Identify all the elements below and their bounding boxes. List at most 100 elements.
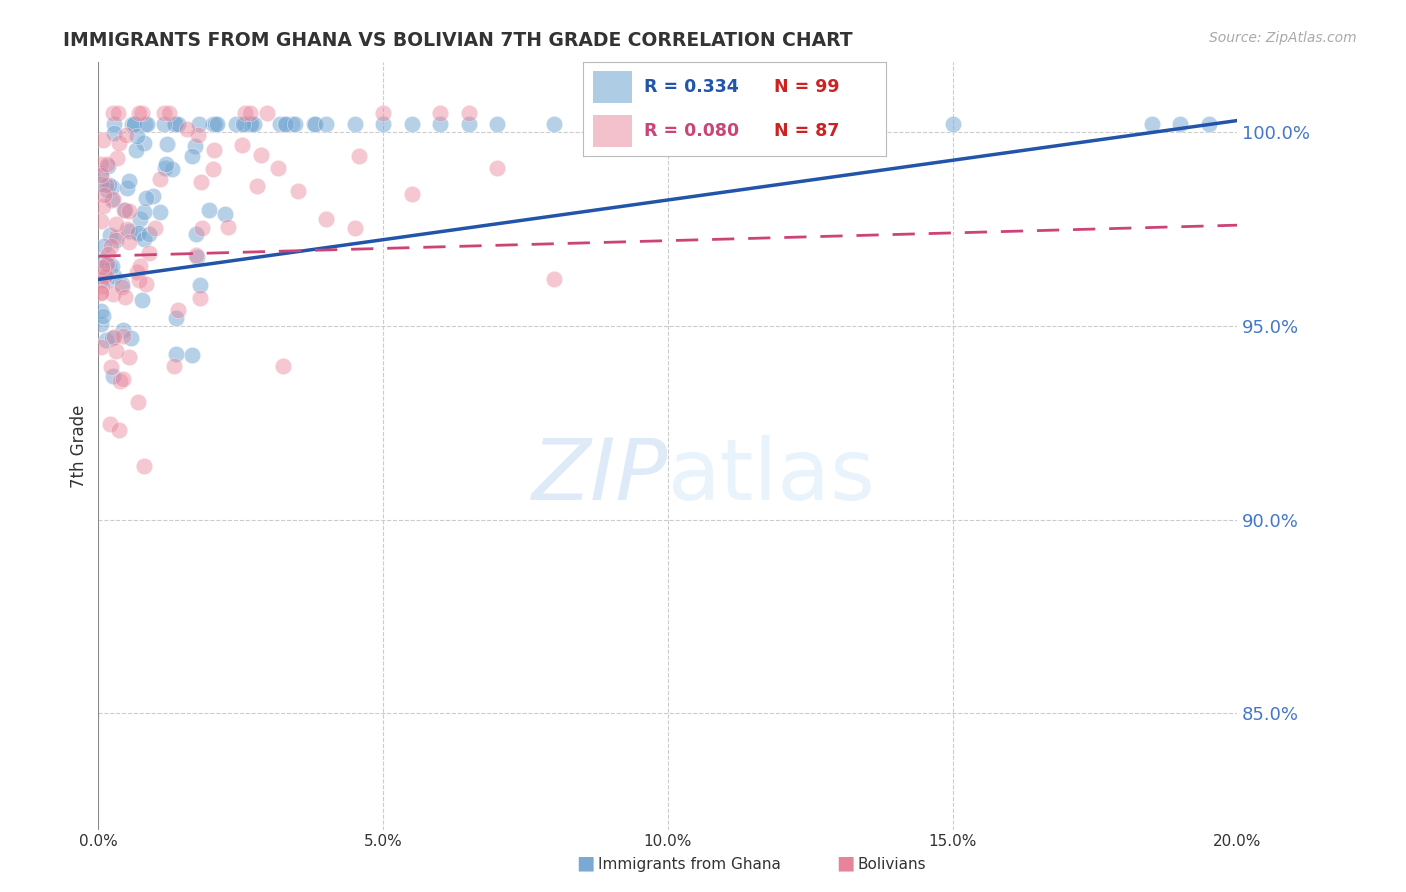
Point: [127, 265, 149, 279]
Point: [98, 227, 121, 242]
Point: [600, 117, 623, 131]
Point: [217, 220, 239, 235]
Point: [90, 304, 112, 318]
Point: [105, 217, 128, 231]
Text: N = 99: N = 99: [773, 78, 839, 95]
Point: [124, 117, 146, 131]
Point: [269, 117, 291, 131]
Point: [101, 259, 124, 273]
Point: [188, 278, 211, 293]
Point: [204, 117, 226, 131]
Point: [90, 168, 112, 182]
Point: [136, 117, 159, 131]
Y-axis label: 7th Grade: 7th Grade: [70, 404, 89, 488]
Point: [274, 117, 297, 131]
Point: [90, 213, 112, 227]
Point: [117, 174, 139, 188]
Text: ■: ■: [576, 854, 595, 872]
Point: [101, 193, 124, 207]
Point: [103, 330, 125, 344]
Point: [942, 117, 965, 131]
Point: [284, 117, 307, 131]
Point: [103, 126, 125, 140]
Point: [373, 105, 395, 120]
Point: [856, 105, 879, 120]
Point: [304, 117, 326, 131]
Point: [98, 260, 121, 274]
Point: [97, 273, 120, 287]
Point: [114, 290, 136, 304]
Point: [163, 117, 186, 131]
Point: [187, 128, 209, 142]
Point: [114, 203, 136, 218]
Point: [187, 117, 209, 131]
Point: [486, 117, 509, 131]
Point: [112, 329, 135, 343]
Point: [142, 189, 165, 203]
Point: [256, 105, 278, 120]
Point: [184, 139, 207, 153]
Point: [97, 159, 120, 173]
Point: [94, 268, 117, 282]
Point: [128, 105, 150, 120]
Point: [302, 117, 325, 131]
Point: [91, 133, 114, 147]
Point: [239, 105, 262, 120]
Point: [96, 257, 118, 271]
Point: [112, 203, 135, 218]
Point: [132, 232, 155, 246]
Point: [94, 333, 117, 347]
Point: [118, 204, 141, 219]
Point: [125, 143, 148, 157]
Point: [97, 247, 120, 261]
Point: [202, 143, 225, 157]
Point: [401, 117, 423, 131]
Bar: [592, 70, 631, 103]
Point: [110, 277, 132, 291]
Point: [120, 331, 142, 345]
Point: [98, 417, 121, 431]
Point: [347, 148, 370, 162]
Point: [274, 117, 297, 131]
Text: R = 0.334: R = 0.334: [644, 78, 738, 95]
Point: [93, 268, 115, 283]
Point: [401, 186, 423, 201]
Point: [191, 220, 214, 235]
Point: [93, 188, 115, 202]
Point: [115, 221, 138, 235]
Point: [105, 230, 128, 244]
Point: [90, 286, 112, 301]
Point: [90, 285, 112, 300]
Point: [127, 226, 149, 240]
Point: [91, 254, 114, 268]
Point: [100, 330, 122, 344]
Point: [207, 117, 229, 131]
Point: [198, 203, 221, 218]
Point: [118, 235, 141, 249]
Point: [190, 175, 212, 189]
Point: [131, 105, 153, 120]
Point: [108, 136, 131, 150]
Point: [103, 269, 125, 284]
Point: [280, 117, 302, 131]
Point: [90, 166, 112, 180]
Point: [343, 117, 366, 131]
Point: [129, 259, 152, 273]
Point: [157, 105, 180, 120]
Point: [343, 220, 366, 235]
Point: [128, 273, 150, 287]
Point: [138, 227, 160, 242]
Point: [232, 117, 254, 131]
Point: [127, 394, 149, 409]
Point: [90, 178, 112, 192]
Point: [543, 272, 565, 286]
Point: [108, 374, 131, 388]
Point: [107, 105, 129, 120]
Point: [118, 224, 141, 238]
Point: [96, 183, 118, 197]
Point: [165, 347, 187, 361]
Point: [156, 137, 179, 152]
Text: N = 87: N = 87: [773, 122, 839, 140]
Point: [166, 117, 188, 131]
Text: ■: ■: [837, 854, 855, 872]
